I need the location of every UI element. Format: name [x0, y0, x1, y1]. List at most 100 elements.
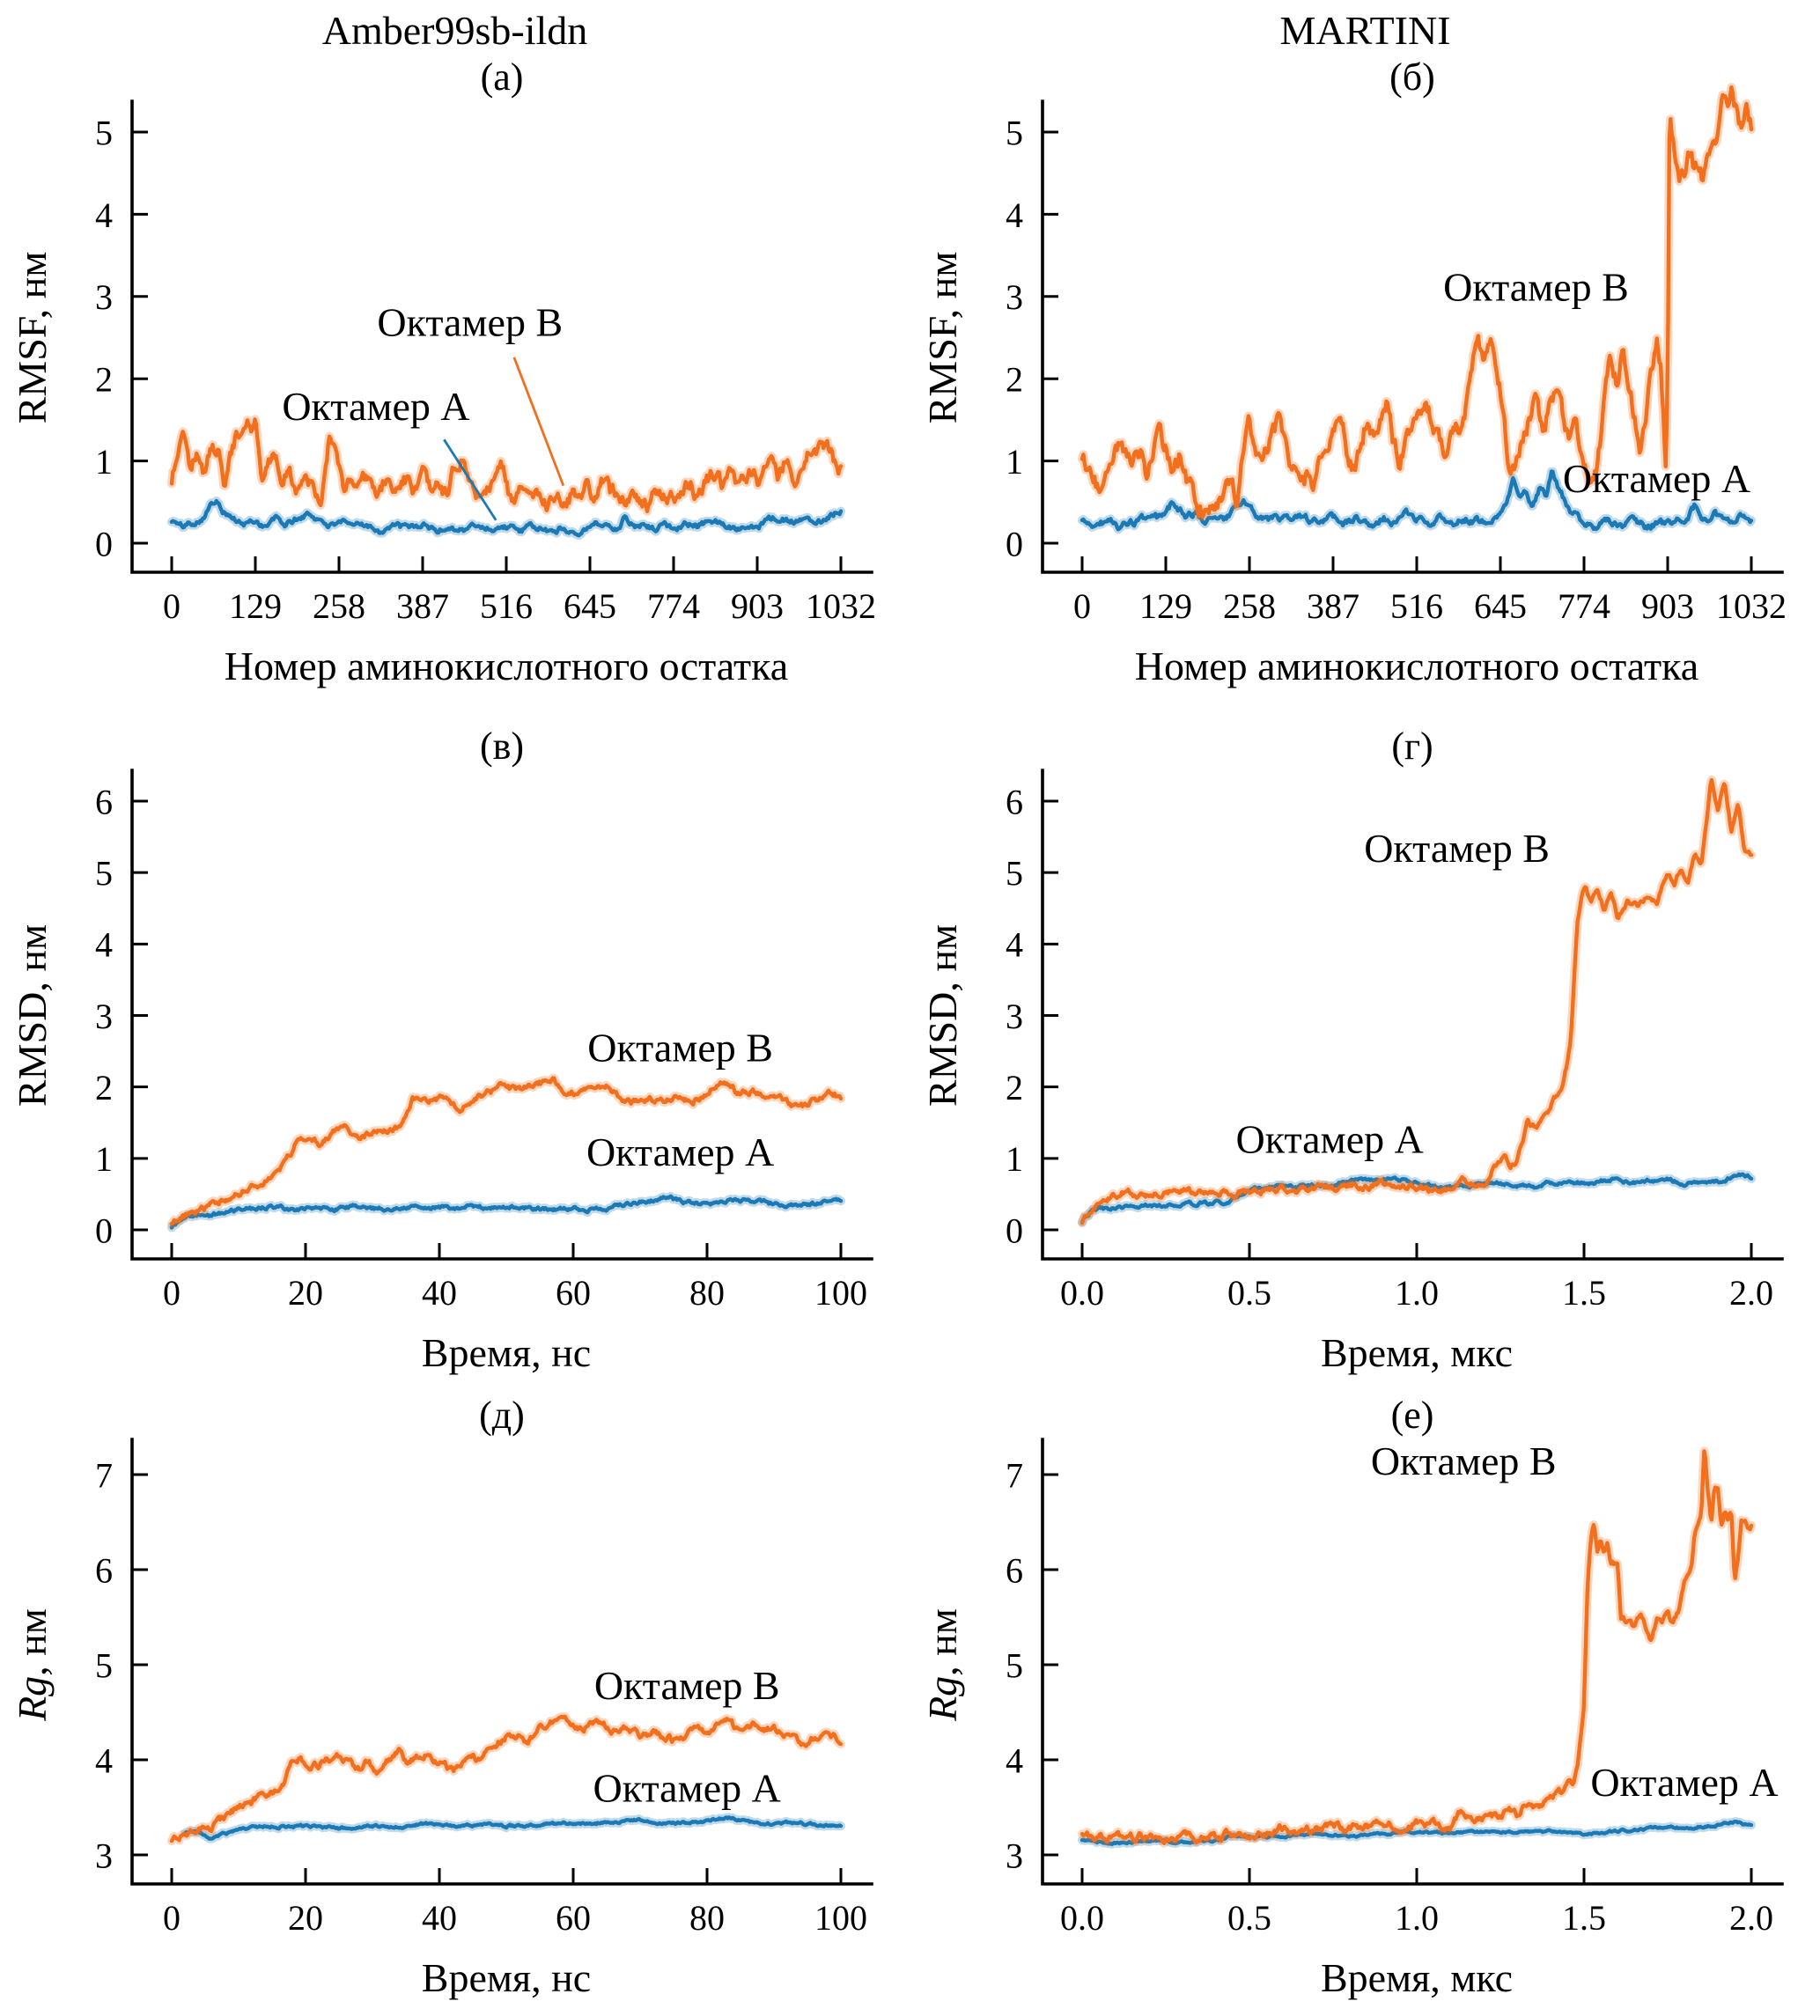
panel-letter: (в) [480, 725, 524, 768]
series-octamer-a-line [169, 1194, 844, 1230]
column-title-amber99sb-ildn: Amber99sb-ildn [321, 8, 588, 53]
y-tick-label: 7 [95, 1455, 113, 1495]
x-tick-label: 0.5 [1227, 1273, 1271, 1313]
y-tick-label: 3 [1006, 997, 1023, 1036]
x-tick-label: 1032 [806, 586, 876, 626]
x-tick-label: 1032 [1716, 586, 1787, 626]
y-axis: 0 1 2 3 4 5 6 [1006, 782, 1058, 1250]
x-axis-title: Время, нс [422, 1955, 591, 2000]
annotation-label: Октамер A [593, 1766, 781, 1811]
panel-letter: (г) [1391, 725, 1433, 768]
x-tick-label: 903 [1641, 586, 1694, 626]
annotation-label: Октамер A [282, 384, 469, 429]
x-tick-label: 20 [288, 1898, 323, 1938]
x-axis-title: Номер аминокислотного остатка [1135, 644, 1698, 688]
series-octamer-a-line [169, 498, 844, 538]
annotation-label: Октамер B [1364, 826, 1550, 871]
x-tick-label: 516 [1390, 586, 1443, 626]
y-tick-label: 3 [1006, 1836, 1023, 1875]
y-tick-label: 0 [95, 1210, 113, 1250]
x-axis: 0 20 40 60 80 100 [163, 1868, 867, 1938]
y-tick-label: 5 [95, 1645, 113, 1685]
annotation-label: Октамер A [1563, 456, 1750, 501]
y-axis-title: Rg, нм [920, 1608, 965, 1722]
y-tick-label: 4 [95, 1740, 113, 1780]
x-tick-label: 774 [647, 586, 700, 626]
annotation-label: Октамер B [1443, 264, 1629, 309]
axes-spines [130, 99, 873, 574]
panel-d-chart: (д) 0 20 40 60 80 100 3 4 5 6 7 Время, нс Rg, нм Октам… [10, 1394, 873, 2000]
panel-letter: (б) [1389, 55, 1435, 99]
x-tick-label: 645 [1474, 586, 1527, 626]
series-octamer-b-line [1079, 777, 1754, 1225]
column-title-martini: MARTINI [1279, 8, 1451, 53]
y-tick-label: 5 [1006, 113, 1023, 152]
annotation-label: Октамер A [1590, 1760, 1778, 1805]
annotation-label: Октамер A [586, 1129, 774, 1174]
axes-spines [130, 769, 873, 1261]
x-tick-label: 0 [163, 586, 181, 626]
y-tick-label: 0 [1006, 1210, 1023, 1250]
x-tick-label: 0 [1073, 586, 1091, 626]
x-tick-label: 100 [814, 1898, 867, 1938]
series-octamer-b-line [169, 417, 844, 513]
x-tick-label: 903 [731, 586, 784, 626]
y-tick-label: 2 [1006, 360, 1023, 400]
y-tick-label: 5 [1006, 854, 1023, 894]
series-octamer-b-line [169, 1076, 844, 1226]
y-axis: 3 4 5 6 7 [1006, 1455, 1058, 1875]
x-tick-label: 40 [422, 1273, 457, 1313]
y-tick-label: 1 [1006, 1139, 1023, 1179]
x-tick-label: 645 [564, 586, 616, 626]
panel-letter: (е) [1391, 1394, 1434, 1437]
panel-letter: (д) [479, 1394, 525, 1437]
x-tick-label: 1.5 [1562, 1273, 1606, 1313]
y-tick-label: 2 [95, 1068, 113, 1107]
annotation-label: Октамер B [1371, 1438, 1557, 1483]
series-octamer-b-line [169, 1714, 844, 1843]
annotation-leader-line [443, 438, 497, 521]
y-axis-title: RMSF, нм [920, 252, 965, 424]
x-axis: 0 129 258 387 516 645 774 903 1032 [1073, 556, 1787, 626]
x-tick-label: 100 [814, 1273, 867, 1313]
x-axis: 0.0 0.5 1.0 1.5 2.0 [1060, 1243, 1773, 1313]
x-tick-label: 60 [556, 1273, 591, 1313]
y-tick-label: 2 [95, 360, 113, 400]
y-tick-label: 5 [1006, 1645, 1023, 1685]
y-tick-label: 6 [1006, 782, 1023, 821]
panel-v-chart: (в) 0 20 40 60 80 100 0 1 2 3 4 5 6 Время, нс RMSD, нм О… [10, 725, 873, 1375]
series-octamer-a-line [183, 1815, 844, 1841]
x-tick-label: 0.0 [1060, 1273, 1104, 1313]
x-tick-label: 774 [1558, 586, 1610, 626]
panel-a-chart: (а) 0 129 258 387 516 645 774 903 1032 0 1 2 3 4 5 Номер… [10, 55, 876, 688]
x-tick-label: 80 [689, 1273, 725, 1313]
x-tick-label: 387 [396, 586, 449, 626]
y-tick-label: 1 [95, 1139, 113, 1179]
y-tick-label: 2 [1006, 1068, 1023, 1107]
y-tick-label: 5 [95, 113, 113, 152]
x-axis-title: Время, мкс [1321, 1955, 1513, 2000]
y-axis: 0 1 2 3 4 5 [1006, 113, 1058, 563]
annotation-label: Октамер B [377, 300, 563, 345]
y-axis-title: RMSD, нм [920, 924, 965, 1107]
x-axis-title: Время, мкс [1321, 1330, 1513, 1375]
axes-spines [130, 1438, 873, 1886]
x-tick-label: 258 [313, 586, 365, 626]
y-tick-label: 6 [95, 1550, 113, 1590]
x-tick-label: 0.5 [1227, 1898, 1271, 1938]
annotation-label: Октамер A [1236, 1116, 1424, 1161]
panel-b-chart: (б) 0 129 258 387 516 645 774 903 1032 0 1 2 3 4 5 Номер… [920, 55, 1787, 688]
y-tick-label: 4 [95, 195, 113, 235]
x-tick-label: 0.0 [1060, 1898, 1104, 1938]
x-tick-label: 516 [480, 586, 533, 626]
x-axis-title: Номер аминокислотного остатка [225, 644, 788, 688]
y-tick-label: 0 [1006, 524, 1023, 563]
axes-spines [1041, 99, 1784, 574]
y-tick-label: 4 [1006, 1740, 1023, 1780]
y-tick-label: 1 [1006, 442, 1023, 482]
x-tick-label: 258 [1223, 586, 1276, 626]
x-axis: 0.0 0.5 1.0 1.5 2.0 [1060, 1868, 1773, 1938]
x-tick-label: 1.0 [1395, 1898, 1439, 1938]
axes-spines [1041, 769, 1784, 1261]
y-tick-label: 6 [95, 782, 113, 821]
